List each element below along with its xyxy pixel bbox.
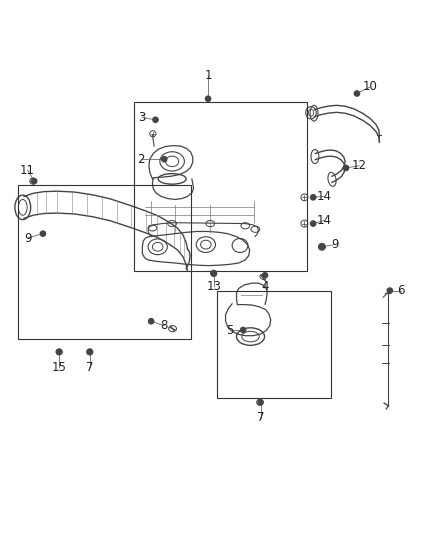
- Circle shape: [262, 273, 268, 278]
- Circle shape: [32, 179, 37, 184]
- Text: 13: 13: [206, 280, 221, 293]
- Text: 3: 3: [139, 111, 146, 124]
- Circle shape: [311, 221, 316, 226]
- Circle shape: [87, 349, 92, 354]
- Circle shape: [148, 319, 154, 324]
- Circle shape: [205, 96, 211, 101]
- Text: 4: 4: [261, 280, 269, 293]
- Text: 14: 14: [317, 214, 332, 227]
- Circle shape: [153, 117, 158, 123]
- Text: 5: 5: [226, 324, 233, 336]
- Bar: [217, 290, 331, 398]
- Text: 15: 15: [52, 361, 67, 374]
- Circle shape: [162, 157, 167, 162]
- Text: 7: 7: [257, 411, 265, 424]
- Circle shape: [343, 165, 349, 171]
- Text: 10: 10: [363, 80, 378, 93]
- Text: 2: 2: [137, 152, 145, 166]
- Circle shape: [240, 327, 246, 333]
- Text: 9: 9: [24, 231, 32, 245]
- Text: 12: 12: [352, 159, 367, 172]
- Circle shape: [258, 400, 263, 405]
- Circle shape: [211, 270, 216, 276]
- Circle shape: [319, 244, 325, 249]
- Text: 7: 7: [86, 361, 94, 374]
- Text: 11: 11: [20, 164, 35, 176]
- Text: 8: 8: [161, 319, 168, 332]
- Circle shape: [354, 91, 360, 96]
- Circle shape: [40, 231, 46, 236]
- Text: 14: 14: [317, 190, 332, 203]
- Text: 9: 9: [331, 238, 339, 251]
- Circle shape: [57, 349, 62, 354]
- Bar: [18, 185, 191, 339]
- Circle shape: [311, 195, 316, 200]
- Bar: [134, 102, 307, 271]
- Text: 6: 6: [397, 284, 405, 297]
- Circle shape: [387, 288, 392, 293]
- Text: 1: 1: [204, 69, 212, 83]
